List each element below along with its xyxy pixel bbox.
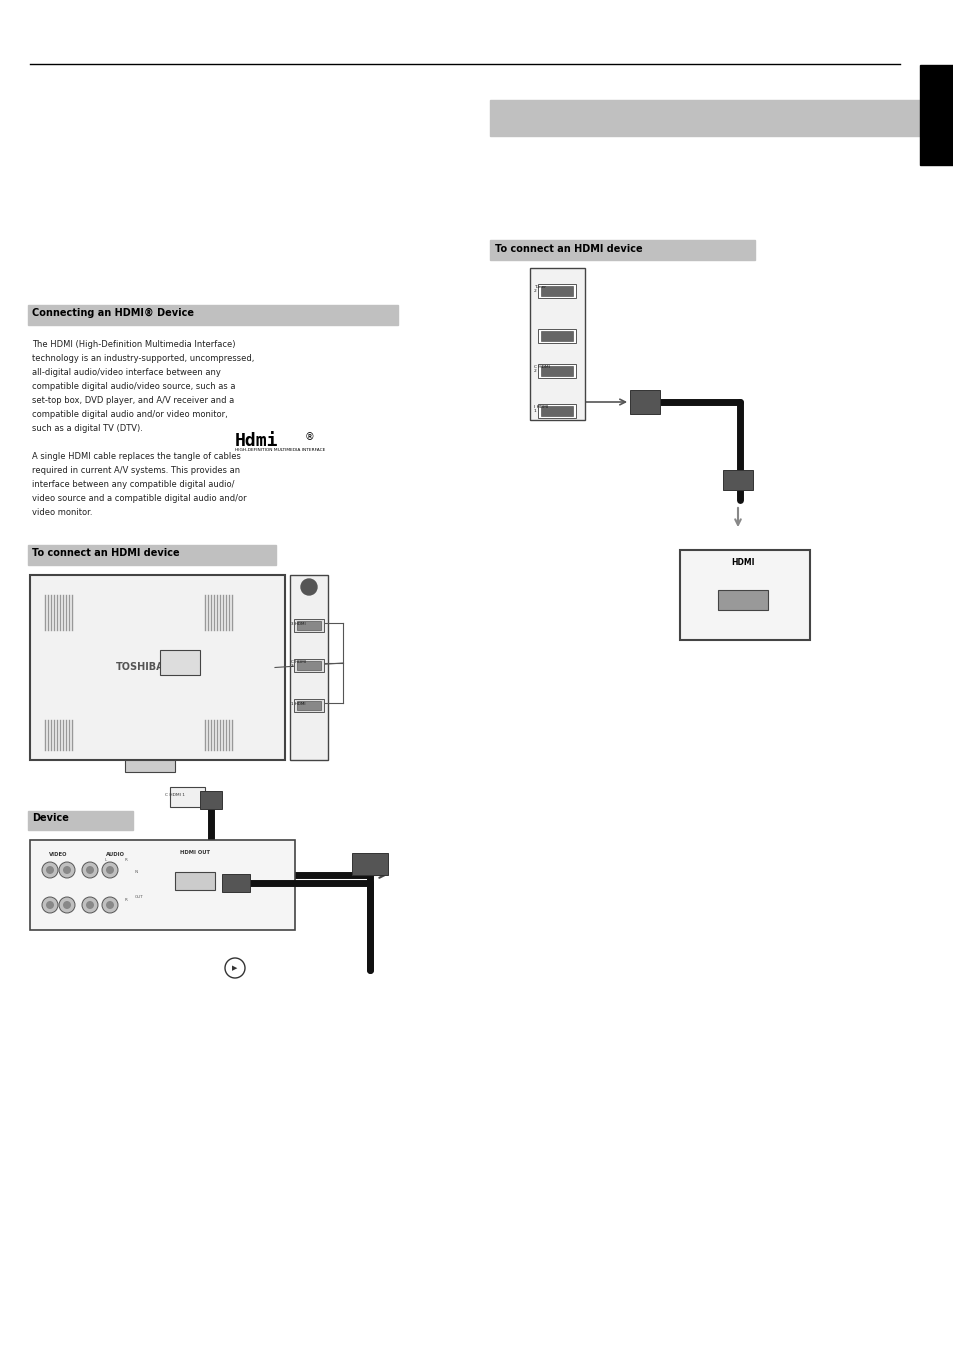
Text: HDMI: HDMI (731, 558, 754, 566)
Bar (722, 470, 752, 489)
Text: compatible digital audio/video source, such as a: compatible digital audio/video source, s… (32, 383, 235, 391)
Text: C HDMI 1: C HDMI 1 (165, 794, 185, 796)
Text: To connect an HDMI device: To connect an HDMI device (32, 548, 179, 558)
Text: L: L (105, 898, 107, 902)
Text: OUT: OUT (135, 895, 144, 899)
Circle shape (42, 896, 58, 913)
Bar (296, 661, 320, 671)
Bar (530, 268, 584, 420)
Bar (537, 329, 576, 343)
Text: video source and a compatible digital audio and/or: video source and a compatible digital au… (32, 493, 247, 503)
Text: To connect an HDMI device: To connect an HDMI device (495, 243, 642, 254)
Bar (28, 306, 397, 324)
Text: R: R (125, 898, 128, 902)
Bar (125, 760, 174, 772)
Circle shape (102, 896, 118, 913)
Circle shape (82, 863, 98, 877)
Text: HDMI OUT: HDMI OUT (180, 850, 210, 854)
Text: I HDMI
1: I HDMI 1 (534, 404, 548, 414)
Text: C HDMI
2: C HDMI 2 (534, 365, 549, 373)
Text: Hdmi: Hdmi (234, 433, 278, 450)
Circle shape (59, 896, 75, 913)
Bar (537, 364, 576, 379)
Text: set-top box, DVD player, and A/V receiver and a: set-top box, DVD player, and A/V receive… (32, 396, 234, 406)
Bar (222, 873, 250, 892)
Bar (294, 699, 324, 713)
Bar (629, 389, 659, 414)
Text: interface between any compatible digital audio/: interface between any compatible digital… (32, 480, 234, 489)
Bar (294, 619, 324, 631)
Bar (170, 787, 205, 807)
Text: compatible digital audio and/or video monitor,: compatible digital audio and/or video mo… (32, 410, 228, 419)
Bar (352, 853, 388, 875)
Bar (679, 550, 809, 639)
Bar (490, 241, 754, 260)
Bar (296, 621, 320, 630)
Bar (200, 791, 222, 808)
Circle shape (106, 867, 113, 873)
Bar (540, 366, 573, 376)
Bar (540, 287, 573, 296)
Bar (540, 406, 573, 416)
Text: R: R (125, 859, 128, 863)
Text: technology is an industry-supported, uncompressed,: technology is an industry-supported, unc… (32, 354, 254, 362)
Bar (28, 811, 132, 830)
Bar (919, 65, 953, 165)
Text: VIDEO: VIDEO (49, 852, 67, 857)
Text: Tuner
2: Tuner 2 (534, 285, 545, 293)
Circle shape (42, 863, 58, 877)
Bar (30, 840, 294, 930)
Circle shape (82, 896, 98, 913)
Circle shape (46, 900, 54, 909)
Circle shape (63, 867, 71, 873)
Text: ▶: ▶ (233, 965, 237, 971)
Bar (174, 872, 214, 890)
Bar (28, 545, 275, 565)
Bar (294, 658, 324, 672)
Text: C HDMI
2: C HDMI 2 (291, 660, 306, 668)
Circle shape (46, 867, 54, 873)
Text: The HDMI (High-Definition Multimedia Interface): The HDMI (High-Definition Multimedia Int… (32, 339, 235, 349)
Bar (296, 700, 320, 710)
Text: 1 HDMI: 1 HDMI (291, 702, 305, 706)
Circle shape (106, 900, 113, 909)
Bar (718, 589, 767, 610)
Bar (540, 331, 573, 341)
Circle shape (225, 959, 245, 977)
Circle shape (301, 579, 316, 595)
Text: required in current A/V systems. This provides an: required in current A/V systems. This pr… (32, 466, 240, 475)
Circle shape (86, 900, 94, 909)
Text: video monitor.: video monitor. (32, 508, 92, 516)
Text: TOSHIBA: TOSHIBA (115, 662, 164, 672)
Circle shape (63, 900, 71, 909)
Text: Device: Device (32, 813, 69, 823)
Text: ®: ® (305, 433, 314, 442)
Text: such as a digital TV (DTV).: such as a digital TV (DTV). (32, 425, 143, 433)
Bar (290, 575, 328, 760)
Bar (490, 100, 919, 137)
Text: all-digital audio/video interface between any: all-digital audio/video interface betwee… (32, 368, 221, 377)
Circle shape (86, 867, 94, 873)
Text: HIGH-DEFINITION MULTIMEDIA INTERFACE: HIGH-DEFINITION MULTIMEDIA INTERFACE (234, 448, 325, 452)
Text: IN: IN (135, 869, 139, 873)
Bar (160, 650, 200, 675)
Bar (537, 284, 576, 297)
Text: L: L (105, 859, 107, 863)
Text: Connecting an HDMI® Device: Connecting an HDMI® Device (32, 308, 193, 318)
Bar (537, 404, 576, 418)
Text: A single HDMI cable replaces the tangle of cables: A single HDMI cable replaces the tangle … (32, 452, 240, 461)
Circle shape (102, 863, 118, 877)
Circle shape (59, 863, 75, 877)
Text: 3 HDMI: 3 HDMI (291, 622, 305, 626)
Text: AUDIO: AUDIO (106, 852, 125, 857)
Bar (30, 575, 285, 760)
